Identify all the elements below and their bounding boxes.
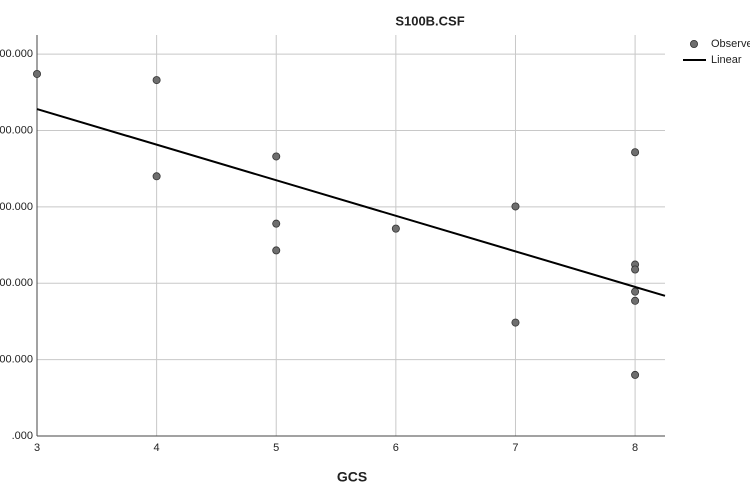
y-tick-label: 600.000: [0, 201, 33, 213]
y-tick-label: 800.000: [0, 124, 33, 136]
y-tick-label: 1000.000: [0, 48, 33, 60]
point: [631, 148, 640, 157]
x-tick-label: 6: [393, 442, 399, 454]
point: [33, 69, 42, 78]
point: [272, 219, 281, 228]
y-tick-label: 200.000: [0, 354, 33, 366]
point: [631, 287, 640, 296]
x-tick-label: 7: [512, 442, 518, 454]
x-axis-label: GCS: [337, 469, 367, 485]
point: [152, 76, 161, 85]
point: [511, 202, 520, 211]
point: [272, 152, 281, 161]
point: [272, 246, 281, 255]
legend-label: Linear: [711, 54, 742, 66]
point: [631, 265, 640, 274]
x-tick-label: 4: [154, 442, 160, 454]
point: [391, 224, 400, 233]
x-tick-label: 8: [632, 442, 638, 454]
x-tick-label: 5: [273, 442, 279, 454]
point: [631, 296, 640, 305]
legend-label: Observed: [711, 38, 750, 50]
legend-marker: [690, 40, 699, 49]
point: [152, 172, 161, 181]
point: [511, 318, 520, 327]
fit-line: [36, 108, 666, 297]
y-tick-label: .000: [12, 430, 33, 442]
x-tick-label: 3: [34, 442, 40, 454]
point: [631, 370, 640, 379]
y-tick-label: 400.000: [0, 277, 33, 289]
chart-title: S100B.CSF: [395, 13, 464, 28]
